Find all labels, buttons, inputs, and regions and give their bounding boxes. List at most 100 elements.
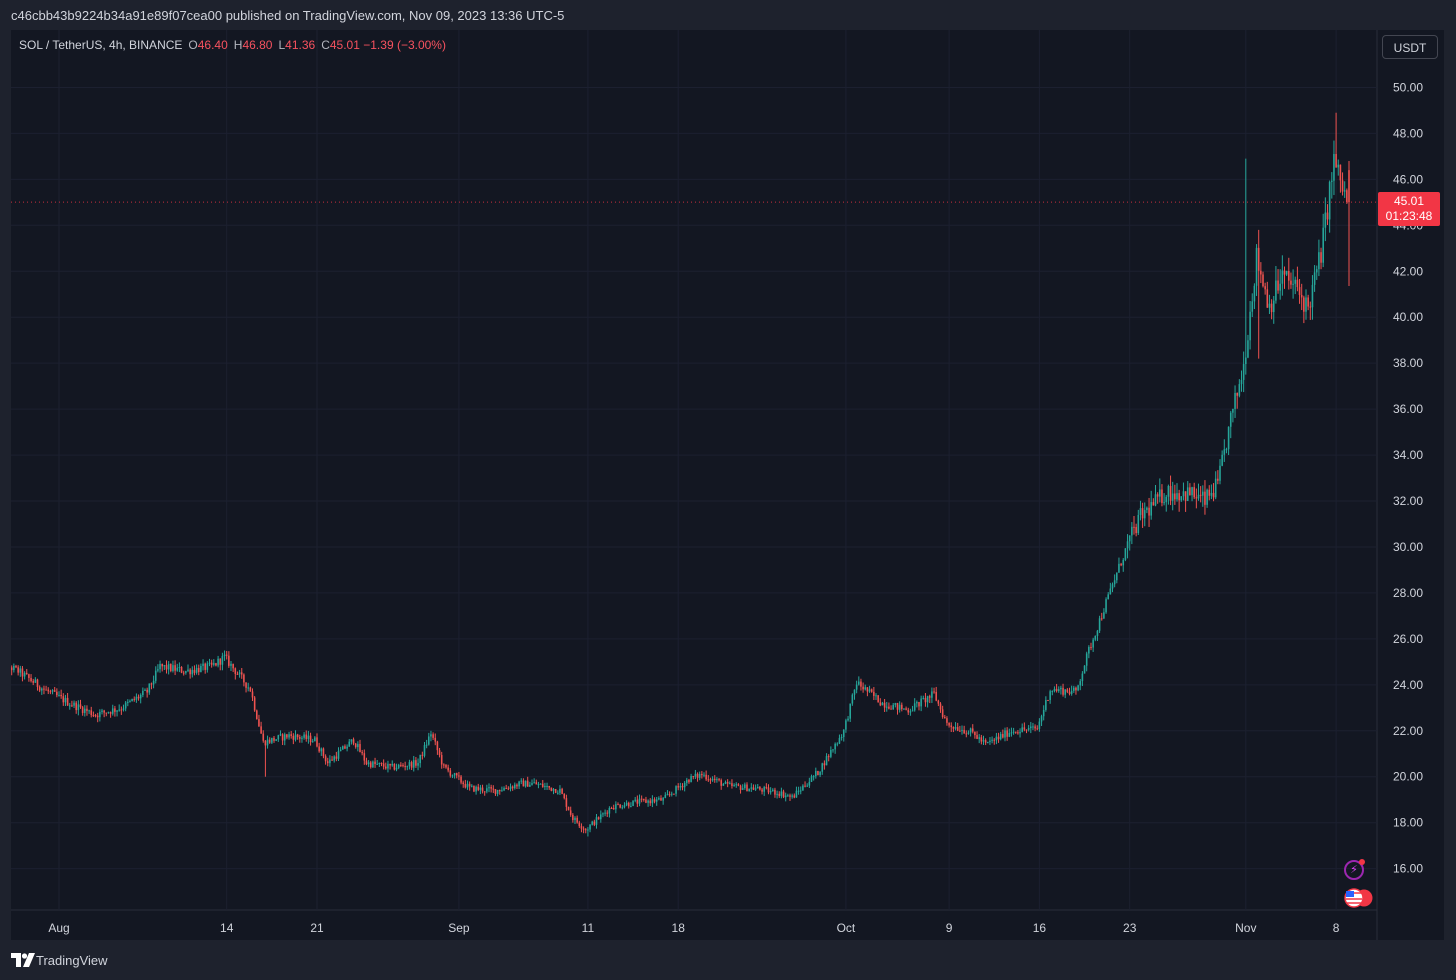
candle-body (144, 689, 146, 691)
candle-body (221, 656, 224, 665)
candle-body (1092, 639, 1094, 648)
price-tick-label: 22.00 (1393, 724, 1423, 738)
candle-body (1283, 270, 1286, 275)
candle-body (1118, 563, 1120, 573)
candle-body (963, 729, 965, 734)
candle-body (103, 710, 105, 713)
candle-body (612, 808, 615, 810)
time-tick-label: 16 (1033, 921, 1047, 935)
candle-body (845, 720, 847, 730)
candle-body (741, 788, 744, 790)
candle-body (931, 691, 933, 698)
candle-body (329, 759, 331, 764)
candle-body (167, 664, 170, 670)
candle-body (969, 728, 972, 733)
candle-body (913, 703, 916, 711)
candle-body (425, 744, 428, 746)
candle-body (217, 658, 219, 666)
candle-body (299, 737, 301, 739)
candle-body (784, 795, 787, 798)
candle-body (976, 735, 978, 739)
candle-body (819, 771, 821, 776)
candle-body (1279, 283, 1281, 291)
price-tick-label: 36.00 (1393, 402, 1423, 416)
tradingview-brand[interactable]: TradingView (36, 953, 108, 968)
candle-body (1300, 294, 1303, 298)
candle-body (159, 663, 161, 670)
candle-body (219, 658, 222, 665)
price-tick-label: 46.00 (1393, 172, 1423, 186)
candle-body (722, 783, 725, 786)
candle-body (73, 702, 75, 706)
candle-body (311, 741, 314, 743)
candle-body (716, 779, 718, 781)
candle-body (632, 800, 634, 806)
candle-body (428, 736, 430, 745)
time-tick-label: 18 (672, 921, 686, 935)
candle-body (589, 824, 591, 830)
candle-body (868, 689, 871, 692)
candle-body (41, 688, 43, 691)
candle-body (956, 727, 959, 731)
candle-body (11, 667, 13, 671)
candle-body (1326, 212, 1329, 220)
candle-body (71, 705, 73, 707)
candle-body (406, 766, 409, 768)
candle-body (782, 791, 785, 798)
candle-body (1032, 726, 1034, 728)
candle-body (309, 735, 312, 743)
footer-bar (0, 940, 1456, 980)
candle-body (658, 798, 660, 800)
candle-body (466, 783, 469, 788)
candle-body (1023, 727, 1026, 730)
currency-unit-button[interactable]: USDT (1382, 35, 1438, 59)
candle-body (1210, 492, 1213, 496)
last-price-badge: 45.01 01:23:48 (1378, 192, 1440, 227)
candle-body (447, 767, 449, 771)
candle-body (17, 667, 19, 673)
candle-body (709, 779, 712, 781)
candle-body (821, 763, 824, 772)
candle-body (567, 806, 570, 811)
candle-body (135, 696, 138, 700)
candle-body (941, 709, 944, 718)
chart-panel[interactable]: 50.0048.0046.0044.0042.0040.0038.0036.00… (11, 30, 1444, 940)
candle-body (1025, 729, 1028, 731)
lightning-icon[interactable]: ⚡ (1344, 860, 1364, 880)
candle-body (808, 781, 811, 786)
candle-body (1021, 727, 1023, 732)
candle-body (778, 793, 781, 796)
us-flag-icon[interactable] (1344, 888, 1374, 908)
candle-body (434, 737, 437, 742)
candle-body (1298, 287, 1301, 295)
candle-body (950, 725, 953, 728)
candle-body (453, 773, 456, 776)
candle-body (576, 817, 578, 823)
candle-body (178, 667, 181, 669)
candle-body (1064, 689, 1066, 695)
candle-body (591, 821, 593, 825)
candle-body (834, 743, 836, 750)
candle-body (726, 781, 729, 784)
candle-body (260, 726, 262, 734)
symbol-label[interactable]: SOL / TetherUS, 4h, BINANCE (19, 38, 183, 52)
candle-body (320, 748, 323, 752)
price-chart[interactable]: 50.0048.0046.0044.0042.0040.0038.0036.00… (11, 30, 1444, 940)
axis-layer: 50.0048.0046.0044.0042.0040.0038.0036.00… (11, 80, 1423, 935)
candle-body (546, 786, 548, 788)
tradingview-logo-icon[interactable] (11, 953, 35, 967)
price-tick-label: 40.00 (1393, 310, 1423, 324)
candle-body (518, 781, 520, 787)
candle-body (60, 694, 62, 697)
candle-body (28, 674, 30, 678)
candle-body (1040, 716, 1043, 722)
candle-body (720, 780, 722, 786)
candle-body (380, 762, 383, 764)
candle-body (438, 750, 441, 756)
candle-body (56, 691, 58, 696)
candle-body (1105, 599, 1107, 613)
candle-body (187, 669, 189, 672)
candle-body (1341, 180, 1344, 192)
candle-body (993, 739, 996, 741)
candle-body (507, 788, 510, 790)
